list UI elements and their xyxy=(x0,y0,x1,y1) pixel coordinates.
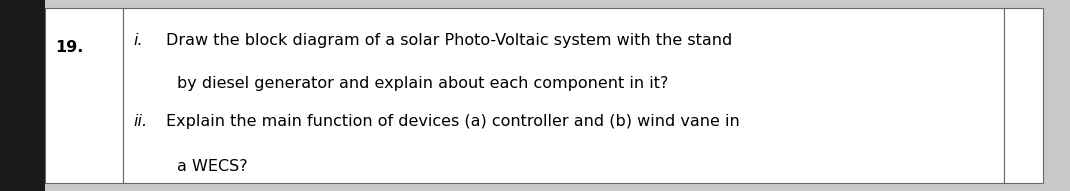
Text: 19.: 19. xyxy=(56,40,85,55)
Bar xyxy=(123,8,1004,183)
Text: by diesel generator and explain about each component in it?: by diesel generator and explain about ea… xyxy=(177,76,668,91)
Bar xyxy=(0,0,45,191)
Bar xyxy=(45,8,123,183)
Text: i.: i. xyxy=(134,33,143,48)
Text: ii.: ii. xyxy=(134,114,148,129)
Bar xyxy=(1004,8,1043,183)
Text: a WECS?: a WECS? xyxy=(177,159,247,174)
Text: Explain the main function of devices (a) controller and (b) wind vane in: Explain the main function of devices (a)… xyxy=(166,114,739,129)
Text: Draw the block diagram of a solar Photo-Voltaic system with the stand: Draw the block diagram of a solar Photo-… xyxy=(166,33,732,48)
